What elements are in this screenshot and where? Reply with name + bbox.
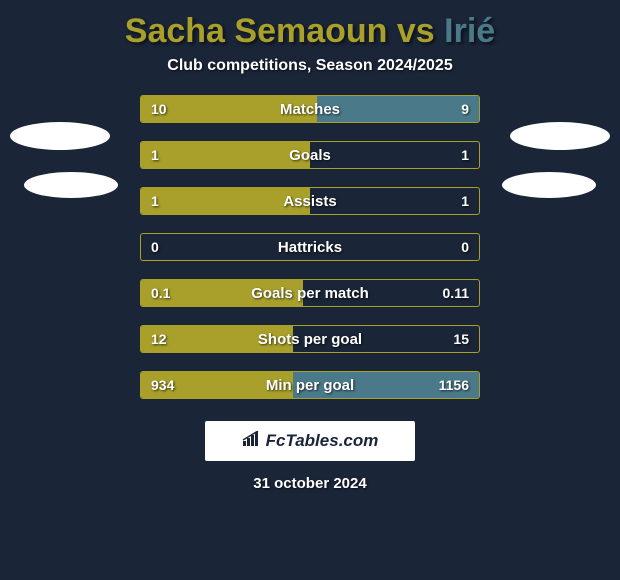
player-ellipse-left: [10, 122, 110, 150]
stat-label: Shots per goal: [141, 331, 479, 348]
footer-date: 31 october 2024: [0, 475, 620, 492]
stat-value-right: 9: [461, 101, 469, 117]
stat-label: Assists: [141, 193, 479, 210]
player-ellipse-left: [24, 172, 118, 198]
subtitle: Club competitions, Season 2024/2025: [0, 57, 620, 95]
stat-value-right: 0.11: [443, 285, 469, 301]
footer-brand-text: FcTables.com: [266, 431, 379, 451]
stat-label: Hattricks: [141, 239, 479, 256]
footer-brand: FcTables.com: [242, 431, 379, 452]
stat-label: Goals: [141, 147, 479, 164]
stat-label: Goals per match: [141, 285, 479, 302]
stats-container: 10Matches91Goals11Assists10Hattricks00.1…: [140, 95, 480, 399]
stat-label: Min per goal: [141, 377, 479, 394]
stat-row: 1Goals1: [140, 141, 480, 169]
stat-label: Matches: [141, 101, 479, 118]
stat-row: 12Shots per goal15: [140, 325, 480, 353]
stat-row: 0Hattricks0: [140, 233, 480, 261]
stat-row: 0.1Goals per match0.11: [140, 279, 480, 307]
stat-value-right: 1156: [439, 377, 469, 393]
player-ellipse-right: [502, 172, 596, 198]
comparison-title: Sacha Semaoun vs Irié: [0, 0, 620, 57]
vs-text: vs: [397, 12, 435, 50]
footer-brand-box: FcTables.com: [205, 421, 415, 461]
stat-value-right: 1: [461, 147, 469, 163]
stat-value-right: 15: [453, 331, 469, 347]
chart-icon: [242, 431, 262, 452]
stat-value-right: 0: [461, 239, 469, 255]
stat-value-right: 1: [461, 193, 469, 209]
stat-row: 10Matches9: [140, 95, 480, 123]
player2-name: Irié: [444, 12, 495, 50]
player1-name: Sacha Semaoun: [125, 12, 388, 50]
player-ellipse-right: [510, 122, 610, 150]
stat-row: 1Assists1: [140, 187, 480, 215]
stat-row: 934Min per goal1156: [140, 371, 480, 399]
